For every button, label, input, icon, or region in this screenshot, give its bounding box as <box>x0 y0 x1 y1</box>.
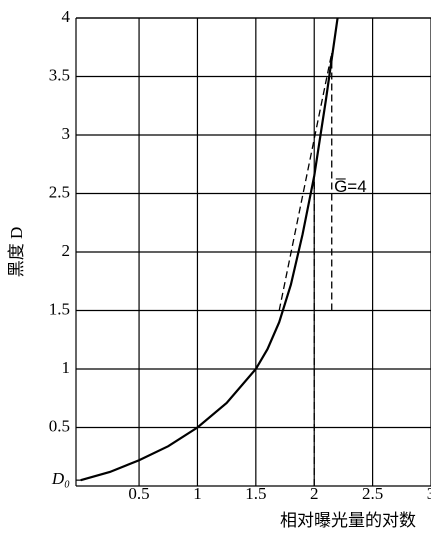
x-tick-label: 3 <box>427 484 431 503</box>
y-tick-label: 1 <box>62 358 71 377</box>
curve <box>80 17 339 482</box>
tangent-line <box>278 52 333 311</box>
x-tick-label: 2.5 <box>362 484 383 503</box>
y-tick-label: 4 <box>62 7 71 26</box>
y-tick-label: 2 <box>62 241 71 260</box>
x-tick-label: 0.5 <box>128 484 149 503</box>
x-tick-label: 1.5 <box>245 484 266 503</box>
x-axis-title: 相对曝光量的对数 <box>280 511 416 530</box>
y-tick-label: 1.5 <box>49 299 70 318</box>
y-tick-label: 3 <box>62 124 71 143</box>
y-axis-title: 黑度 D <box>7 227 26 278</box>
y-tick-label: 3.5 <box>49 65 70 84</box>
x-tick-label: 2 <box>310 484 319 503</box>
x-tick-label: 1 <box>193 484 202 503</box>
y-tick-label: D₀ <box>51 469 70 488</box>
y-tick-label: 2.5 <box>49 182 70 201</box>
annotation: G̅=4 <box>334 177 367 196</box>
y-tick-label: 0.5 <box>49 416 70 435</box>
